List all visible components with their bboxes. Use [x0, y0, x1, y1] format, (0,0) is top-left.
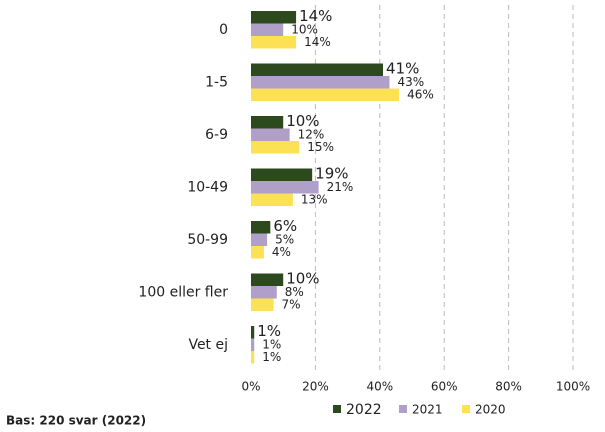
- x-tick-label: 0%: [241, 380, 260, 394]
- bar: [251, 116, 284, 129]
- bar: [251, 298, 274, 311]
- value-label: 14%: [304, 35, 331, 49]
- value-label: 19%: [315, 164, 348, 182]
- legend-swatch: [462, 405, 470, 413]
- value-label: 10%: [286, 112, 319, 130]
- category-label: 0: [219, 22, 228, 38]
- bar: [251, 351, 255, 364]
- x-tick-label: 40%: [366, 380, 393, 394]
- value-label: 6%: [273, 217, 297, 235]
- value-label: 10%: [286, 269, 319, 287]
- value-label: 21%: [327, 180, 354, 194]
- legend-swatch: [399, 405, 407, 413]
- category-label: 6-9: [205, 127, 228, 143]
- value-label: 41%: [386, 59, 419, 77]
- legend-swatch: [333, 405, 341, 413]
- x-tick-label: 20%: [302, 380, 329, 394]
- legend-label: 2021: [412, 403, 443, 417]
- value-label: 8%: [285, 285, 304, 299]
- value-label: 13%: [301, 192, 328, 206]
- value-label: 14%: [299, 7, 332, 25]
- value-label: 4%: [272, 245, 291, 259]
- value-label: 1%: [257, 322, 281, 340]
- legend-label: 2022: [346, 402, 382, 418]
- bar: [251, 181, 319, 194]
- bar: [251, 233, 268, 246]
- category-label: 1-5: [205, 74, 228, 90]
- x-tick-label: 100%: [556, 380, 590, 394]
- category-label: Vet ej: [188, 337, 228, 353]
- category-label: 10-49: [187, 179, 228, 195]
- value-label: 10%: [291, 22, 318, 36]
- value-label: 1%: [262, 337, 281, 351]
- value-label: 5%: [275, 232, 294, 246]
- bar: [251, 76, 390, 89]
- bar: [251, 326, 255, 339]
- bar: [251, 246, 264, 259]
- bar: [251, 63, 384, 76]
- x-tick-label: 60%: [431, 380, 458, 394]
- footnote: Bas: 220 svar (2022): [6, 414, 146, 428]
- bar: [251, 168, 313, 181]
- bar: [251, 11, 297, 24]
- bar: [251, 286, 277, 299]
- value-label: 1%: [262, 350, 281, 364]
- value-label: 15%: [307, 140, 334, 154]
- bar: [251, 141, 300, 154]
- value-label: 12%: [298, 127, 325, 141]
- bar: [251, 338, 255, 351]
- bar: [251, 221, 271, 234]
- category-label: 50-99: [187, 232, 228, 248]
- legend-label: 2020: [475, 403, 506, 417]
- bar: [251, 193, 293, 206]
- bar: [251, 273, 284, 286]
- bar: [251, 88, 400, 101]
- x-tick-label: 80%: [495, 380, 522, 394]
- value-label: 43%: [397, 75, 424, 89]
- value-label: 7%: [282, 297, 301, 311]
- category-label: 100 eller fler: [138, 284, 228, 300]
- bar: [251, 23, 284, 36]
- bar: [251, 128, 290, 141]
- value-label: 46%: [407, 87, 434, 101]
- bar: [251, 36, 297, 49]
